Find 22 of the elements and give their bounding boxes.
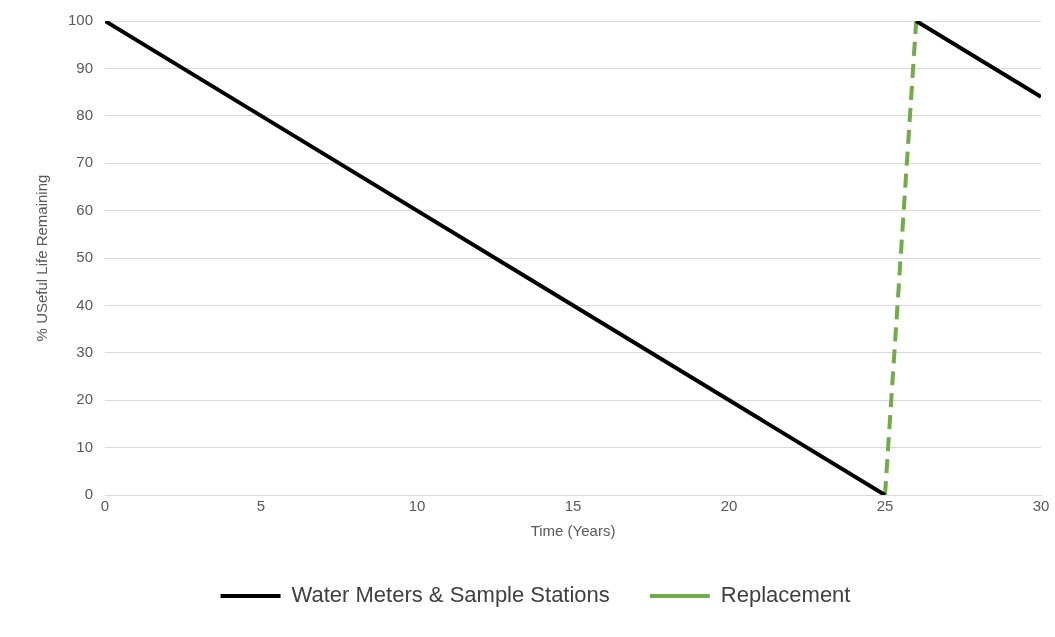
y-tick-label: 80: [76, 105, 94, 123]
y-tick-label: 60: [76, 200, 94, 218]
legend-label: Water Meters & Sample Stations: [291, 582, 610, 608]
x-tick-label: 5: [256, 497, 266, 515]
y-tick-label: 30: [76, 342, 94, 360]
x-tick-label: 15: [564, 497, 582, 515]
legend-label: Replacement: [720, 582, 851, 608]
y-tick-label: 100: [68, 11, 94, 29]
y-tick-label: 20: [76, 390, 94, 408]
y-axis-title: % USeful Life Remaining: [33, 174, 51, 342]
x-tick-label: 0: [100, 497, 110, 515]
x-tick-label: 10: [408, 497, 426, 515]
y-tick-label: 90: [76, 58, 94, 76]
y-tick-label: 50: [76, 248, 94, 266]
x-tick-label: 25: [876, 497, 894, 515]
x-tick-label: 30: [1032, 497, 1050, 515]
y-tick-label: 40: [76, 295, 94, 313]
x-tick-label: 20: [720, 497, 738, 515]
y-tick-label: 70: [76, 153, 94, 171]
x-axis-title: Time (Years): [530, 522, 616, 540]
y-tick-label: 10: [76, 437, 94, 455]
y-tick-label: 0: [84, 485, 94, 503]
